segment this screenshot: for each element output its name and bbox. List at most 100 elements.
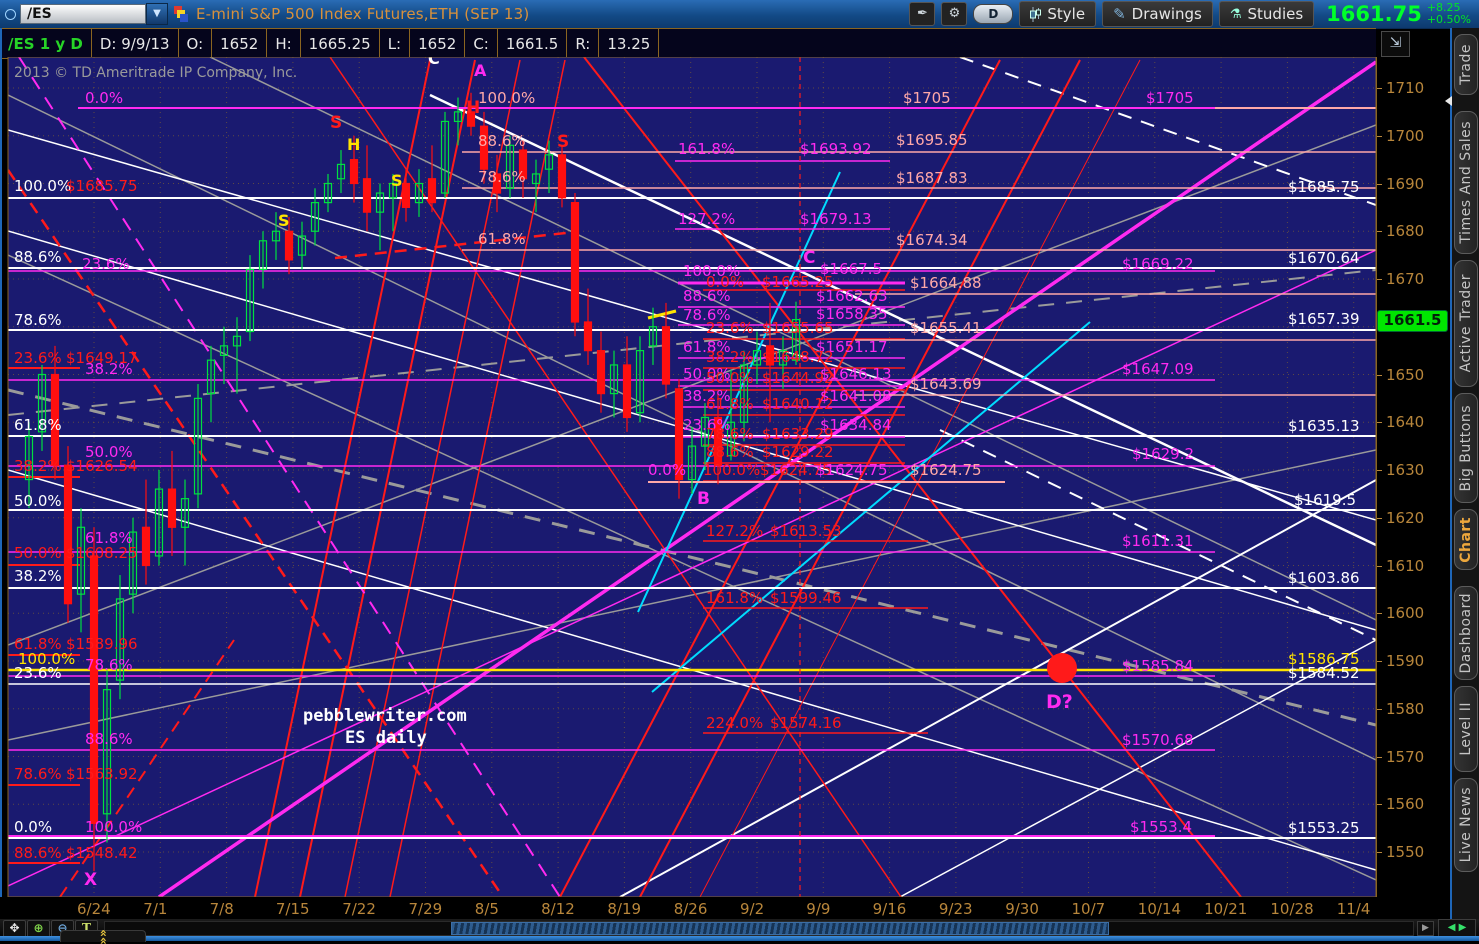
expand-drawer-tab[interactable]: »» <box>60 929 146 944</box>
svg-text:$1634.84: $1634.84 <box>820 416 892 434</box>
svg-text:78.6%: 78.6% <box>14 765 62 783</box>
chart-pan-corner-button[interactable]: ⇲ <box>1381 31 1410 57</box>
price-tick-mark <box>1377 374 1382 376</box>
svg-text:$1626.54: $1626.54 <box>66 457 138 475</box>
price-tick-mark <box>1377 183 1382 185</box>
text-tool-icon: T <box>82 921 91 935</box>
sidebar-tab-label: Big Buttons <box>1458 404 1474 492</box>
svg-text:50.0%: 50.0% <box>85 443 133 461</box>
price-tick-label: 1700 <box>1386 126 1425 145</box>
svg-text:50.0%: 50.0% <box>14 492 62 510</box>
date-tick-label: 10/21 <box>1204 900 1248 918</box>
svg-text:B: B <box>697 489 710 509</box>
flask-icon: ⚗ <box>1229 6 1242 22</box>
price-tick-label: 1680 <box>1386 222 1425 241</box>
right-sidebar: Trade Times And Sales Active Trader Big But… <box>1445 28 1479 936</box>
date-tick-label: 9/2 <box>740 900 765 918</box>
time-axis[interactable]: 6/24 7/1 7/8 7/15 7/22 7/29 8/5 8/12 8/19 8/26 9/2… <box>0 897 1450 919</box>
svg-text:100.0%: 100.0% <box>703 461 760 479</box>
price-tick-mark <box>1377 422 1382 424</box>
price-axis[interactable]: 1550 1560 1570 1580 1590 1600 1610 1620 1630 1640… <box>1376 57 1451 919</box>
svg-text:X: X <box>84 870 97 890</box>
svg-text:$1685.75: $1685.75 <box>1288 178 1360 196</box>
svg-text:$1584.52: $1584.52 <box>1288 664 1360 682</box>
svg-text:$1624.75: $1624.75 <box>910 461 982 479</box>
link-windows-icon[interactable] <box>174 6 190 22</box>
chart-scrollbar-thumb[interactable] <box>451 922 1109 935</box>
svg-text:S: S <box>557 132 569 152</box>
svg-text:$1613.53: $1613.53 <box>770 522 842 540</box>
svg-text:23.6%: 23.6% <box>706 319 754 337</box>
svg-text:C: C <box>803 248 815 268</box>
svg-text:$1644.92: $1644.92 <box>762 369 834 387</box>
price-tick-mark <box>1377 279 1382 280</box>
price-tick-mark <box>1377 470 1382 471</box>
settings-wrench-icon[interactable]: ⚙ <box>941 2 968 26</box>
studies-button[interactable]: ⚗ Studies <box>1218 1 1315 27</box>
sidebar-tab-label: Live News <box>1458 787 1474 863</box>
svg-text:61.8%: 61.8% <box>478 230 526 248</box>
zoom-out-icon: ⊖ <box>57 921 68 935</box>
symbol-selector[interactable]: /ES ▼ <box>20 3 168 25</box>
date-tick-label: 10/28 <box>1270 900 1314 918</box>
svg-text:A: A <box>474 61 487 80</box>
date-tick-label: 6/24 <box>77 900 111 918</box>
svg-text:$1624.75: $1624.75 <box>816 461 888 479</box>
date-tick-label: 9/16 <box>872 900 907 918</box>
pencil-icon: ✎ <box>1113 5 1126 23</box>
pan-icon: ✥ <box>9 921 20 935</box>
ohlc-cell: 1661.5 <box>498 29 568 58</box>
window-dot-icon <box>5 8 16 20</box>
sidebar-tab-level-ii[interactable]: Level II <box>1454 686 1478 772</box>
paint-tool-icon[interactable]: ✒ <box>909 2 936 26</box>
sidebar-tab-active-trader[interactable]: Active Trader <box>1454 260 1478 387</box>
svg-text:100.0%: 100.0% <box>683 262 740 280</box>
date-tick-label: 8/12 <box>541 900 575 918</box>
drawings-button[interactable]: ✎ Drawings <box>1102 1 1213 27</box>
style-button[interactable]: Style <box>1019 1 1097 27</box>
pattern-target-marker <box>1047 653 1077 683</box>
svg-text:61.8%: 61.8% <box>683 338 731 356</box>
svg-text:50.0%: 50.0% <box>683 365 731 383</box>
price-tick-label: 1710 <box>1386 79 1425 97</box>
sidebar-tab-label: Active Trader <box>1458 274 1474 373</box>
svg-text:$1574.16: $1574.16 <box>770 714 842 732</box>
symbol-dropdown-arrow-icon[interactable]: ▼ <box>146 3 168 25</box>
svg-text:23.6%: 23.6% <box>683 416 731 434</box>
last-price: 1661.75 <box>1326 2 1422 26</box>
trend-lines <box>8 57 1376 897</box>
sidebar-tab-chart[interactable]: Chart <box>1454 509 1478 570</box>
sidebar-tab-live-news[interactable]: Live News <box>1454 778 1478 872</box>
svg-text:78.6%: 78.6% <box>706 425 754 443</box>
sidebar-tab-times-and-sales[interactable]: Times And Sales <box>1454 111 1478 254</box>
candlestick-chart[interactable]: 2013 © TD Ameritrade IP Company, Inc. 0.0… <box>0 57 1479 897</box>
sidebar-tab-big-buttons[interactable]: Big Buttons <box>1454 393 1478 503</box>
price-tick-mark <box>1377 661 1382 662</box>
svg-text:$1570.68: $1570.68 <box>1122 731 1194 749</box>
title-bar: /ES ▼ E-mini S&P 500 Index Futures,ETH (… <box>0 0 1479 29</box>
chart-scrollbar-track[interactable] <box>104 921 1414 936</box>
sidebar-tab-dashboard[interactable]: Dashboard <box>1454 586 1478 680</box>
svg-text:$1589.96: $1589.96 <box>66 635 138 653</box>
sidebar-tab-trade[interactable]: Trade <box>1454 34 1478 95</box>
svg-text:S: S <box>391 171 403 190</box>
scroll-right-button[interactable]: ▶ <box>1417 921 1434 936</box>
pan-hand-icon: ⇲ <box>1389 35 1402 51</box>
svg-text:H: H <box>347 135 360 154</box>
date-tick-label: 9/23 <box>938 900 973 918</box>
svg-text:$1674.34: $1674.34 <box>896 231 968 249</box>
price-tick-mark <box>1377 135 1382 137</box>
date-tick-label: 11/4 <box>1336 900 1371 918</box>
svg-text:$1705: $1705 <box>903 89 951 107</box>
symbol-input[interactable]: /ES <box>20 4 146 24</box>
interval-button[interactable]: D <box>973 4 1014 24</box>
svg-text:$1648.72: $1648.72 <box>762 348 834 366</box>
sidebar-tab-label: Dashboard <box>1458 592 1474 674</box>
date-tick-label: 8/26 <box>673 900 708 918</box>
window-bottom-border <box>0 936 1479 941</box>
ohlc-cell: C: <box>465 29 498 58</box>
svg-text:$1586.75: $1586.75 <box>1288 650 1360 668</box>
sidebar-collapse-arrow-icon[interactable] <box>1445 96 1452 106</box>
svg-text:$1619.5: $1619.5 <box>1294 491 1356 509</box>
price-tick-label: 1570 <box>1386 747 1425 766</box>
